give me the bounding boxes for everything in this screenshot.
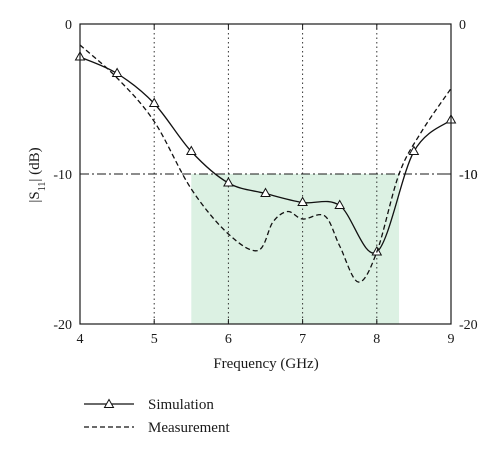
data-point-simulation [223,176,234,187]
data-point-simulation [408,145,420,155]
data-point-simulation [260,187,271,197]
data-point-simulation [334,199,346,209]
legend-item-simulation: Simulation [84,397,214,413]
y-tick-label: -20 [53,318,72,333]
x-axis-title: Frequency (GHz) [213,356,318,372]
legend-marker-triangle-icon [103,398,115,408]
y-tick-label-right: -10 [459,168,478,183]
highlight-band [191,174,400,324]
y-tick-label-right: 0 [459,18,466,33]
y-axis-title: |S11| (dB) [27,147,48,202]
legend-label-simulation: Simulation [148,397,214,413]
y-tick-label: 0 [65,18,72,33]
series-line-measurement [79,44,452,283]
x-tick-label: 7 [299,332,306,347]
data-point-simulation [148,97,160,107]
x-tick-label: 9 [448,332,455,347]
data-point-simulation [185,145,197,155]
data-point-simulation [297,196,308,206]
axis-ticks: 4 5 6 7 8 90-10-200-10-10-20 [53,18,477,347]
x-tick-label: 6 [225,332,232,347]
y-tick-label-right: -10 [459,168,478,183]
series-line-simulation [79,56,452,254]
x-tick-label: 4 [77,332,84,347]
data-point-simulation [111,67,123,77]
series-layer [74,44,457,283]
x-tick-label: 5 [151,332,158,347]
legend: Simulation Measurement [84,397,230,436]
y-tick-label-right: -20 [459,318,478,333]
legend-label-measurement: Measurement [148,420,230,436]
legend-item-measurement: Measurement [84,420,230,436]
y-tick-label: -10 [53,168,72,183]
x-tick-label: 8 [373,332,380,347]
